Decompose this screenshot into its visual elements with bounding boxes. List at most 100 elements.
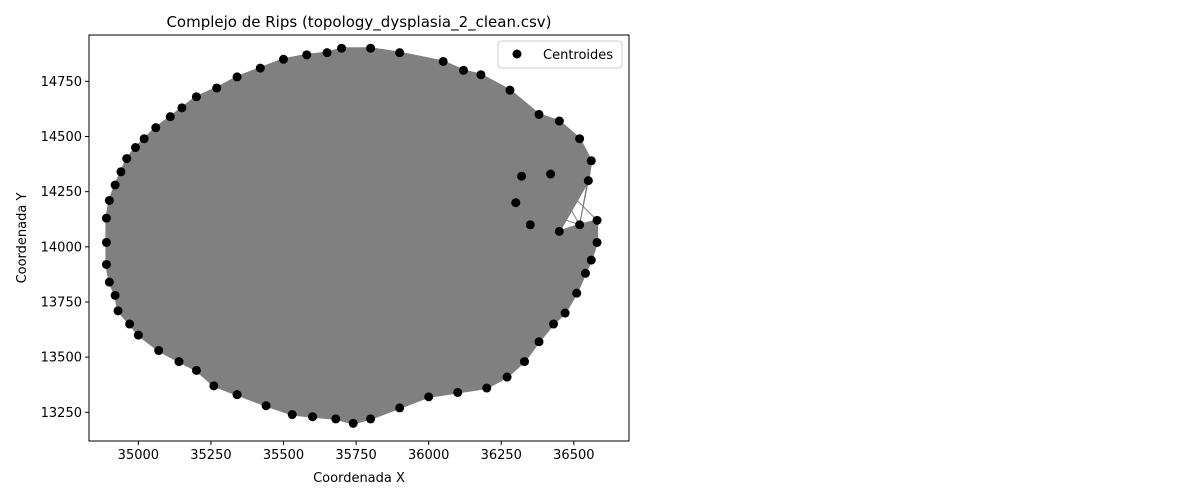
rips-edge: [515, 176, 523, 203]
legend-marker: [512, 49, 522, 59]
centroid-point: [287, 410, 297, 420]
centroid-point: [476, 70, 486, 80]
y-tick-label: 14500: [41, 130, 82, 145]
centroid-point: [366, 414, 376, 424]
rips-edge: [579, 160, 592, 225]
centroid-point: [592, 237, 602, 247]
legend-box: [497, 40, 623, 69]
centroid-point: [554, 226, 564, 236]
rips-edge: [550, 173, 560, 232]
rips-edge: [515, 202, 580, 226]
rips-edge: [550, 173, 598, 221]
centroid-point: [482, 383, 492, 393]
x-tick-label: 35250: [190, 448, 231, 463]
centroid-point: [575, 134, 585, 144]
centroid-point: [104, 277, 114, 287]
y-tick-label: 14000: [41, 240, 82, 255]
centroid-point: [302, 50, 312, 60]
centroid-point: [154, 346, 164, 356]
centroid-points: [101, 43, 602, 428]
centroid-point: [586, 156, 596, 166]
centroid-point: [505, 85, 515, 95]
x-tick-label: 36000: [408, 448, 449, 463]
centroid-point: [592, 215, 602, 225]
centroid-point: [560, 308, 570, 318]
centroid-point: [177, 103, 187, 113]
centroid-point: [453, 387, 463, 397]
centroid-point: [139, 134, 149, 144]
centroid-point: [165, 112, 175, 122]
centroid-point: [232, 72, 242, 82]
centroid-point: [580, 268, 590, 278]
centroid-point: [586, 255, 596, 265]
x-tick-label: 36500: [553, 448, 594, 463]
centroid-point: [279, 54, 289, 64]
rips-edge: [515, 202, 560, 232]
x-tick-label: 35500: [263, 448, 304, 463]
centroid-point: [133, 330, 143, 340]
y-tick-label: 14750: [41, 75, 82, 90]
rips-edge: [529, 173, 552, 225]
centroid-point: [438, 56, 448, 66]
centroid-point: [110, 290, 120, 300]
centroid-point: [110, 180, 120, 190]
y-axis-ticks: 13250 13500 13750 14000 14250 14500 14750: [41, 75, 89, 421]
legend-entry-centroides: Centroides: [543, 48, 613, 63]
y-tick-label: 13500: [41, 351, 82, 366]
x-tick-label: 35750: [335, 448, 376, 463]
y-tick-label: 13250: [41, 406, 82, 421]
centroid-point: [502, 372, 512, 382]
centroid-point: [572, 288, 582, 298]
centroid-point: [459, 65, 469, 75]
y-tick-label: 14250: [41, 185, 82, 200]
centroid-point: [116, 167, 126, 177]
centroid-point: [101, 259, 111, 269]
centroid-point: [575, 220, 585, 230]
centroid-point: [151, 123, 161, 133]
chart-title: Complejo de Rips (topology_dysplasia_2_c…: [166, 13, 551, 32]
centroid-point: [322, 48, 332, 58]
centroid-point: [519, 357, 529, 367]
centroid-point: [366, 43, 376, 53]
centroid-point: [255, 63, 265, 73]
centroid-point: [534, 109, 544, 119]
y-axis-label: Coordenada Y: [15, 193, 30, 284]
centroid-point: [331, 414, 341, 424]
centroid-point: [104, 195, 114, 205]
centroid-point: [525, 220, 535, 230]
centroid-point: [554, 116, 564, 126]
centroid-point: [424, 392, 434, 402]
centroid-point: [209, 381, 219, 391]
rips-edge: [550, 173, 581, 226]
plot-frame: [88, 34, 630, 442]
x-axis-ticks: 35000 35250 35500 35750 36000 36250 36500: [118, 441, 595, 463]
x-tick-label: 35000: [118, 448, 159, 463]
x-tick-label: 36250: [481, 448, 522, 463]
centroid-point: [261, 401, 271, 411]
centroid-point: [348, 418, 358, 428]
centroid-point: [546, 169, 556, 179]
centroid-point: [549, 319, 559, 329]
centroid-point: [308, 412, 318, 422]
centroid-point: [174, 357, 184, 367]
centroid-point: [517, 171, 527, 181]
centroid-point: [113, 306, 123, 316]
x-axis-label: Coordenada X: [313, 471, 405, 486]
centroid-point: [101, 213, 111, 223]
centroid-point: [125, 319, 135, 329]
centroid-point: [511, 198, 521, 208]
rips-edge: [529, 180, 589, 226]
centroid-point: [395, 403, 405, 413]
rips-edge: [521, 175, 560, 232]
centroid-point: [583, 176, 593, 186]
centroid-point: [337, 43, 347, 53]
y-tick-label: 13750: [41, 295, 82, 310]
centroid-point: [130, 143, 140, 153]
centroid-point: [232, 390, 242, 400]
centroid-point: [122, 154, 132, 164]
legend: Centroides: [497, 40, 623, 69]
centroid-point: [395, 48, 405, 58]
centroid-point: [212, 83, 222, 93]
rips-edges: [105, 47, 599, 425]
